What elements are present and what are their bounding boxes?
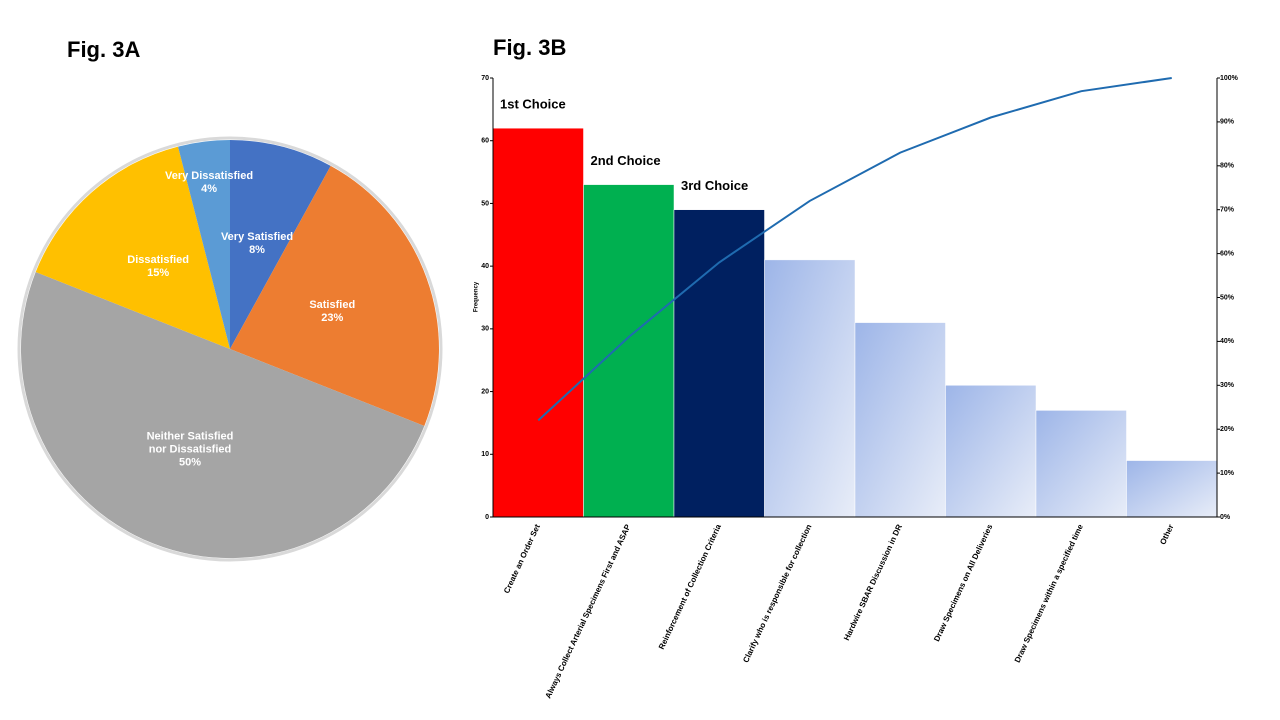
chart-title: Fig. 3A xyxy=(67,37,140,62)
slice-percent: 50% xyxy=(178,456,201,469)
x-tick-label: Reinforcement of Collection Criteria xyxy=(657,522,723,650)
y-tick-label: 60 xyxy=(481,138,489,145)
x-tick-label: Draw Specimens within a specified time xyxy=(1013,522,1085,664)
pie-shadow xyxy=(17,136,443,562)
bar xyxy=(764,259,856,518)
y2-tick-label: 30% xyxy=(1220,382,1235,389)
x-tick-label: Always Collect Arterial Specimens First … xyxy=(544,522,633,700)
cumulative-line xyxy=(537,77,1172,422)
x-tick-label: Create an Order Set xyxy=(502,523,542,595)
pie-slice xyxy=(35,146,231,349)
y-tick-label: 20 xyxy=(481,388,489,395)
y2-tick-label: 10% xyxy=(1220,470,1235,477)
slice-name: Very Satisfied xyxy=(220,230,294,243)
slice-name: Neither Satisfied nor Dissatisfied xyxy=(146,430,234,456)
pie-slice xyxy=(230,140,331,349)
annotation: 1st Choice xyxy=(500,97,566,112)
annotation: 2nd Choice xyxy=(591,153,661,168)
y-tick-label: 40 xyxy=(481,263,489,270)
chart-title: Fig. 3B xyxy=(493,35,566,60)
slice-percent: 8% xyxy=(249,243,265,256)
pie-label: Very Dissatisfied 4% xyxy=(159,170,259,196)
annotation: 3rd Choice xyxy=(681,178,748,193)
x-tick-label: Clarify who is responsible for collectio… xyxy=(741,523,813,664)
slice-name: Very Dissatisfied xyxy=(165,170,254,183)
y2-tick-label: 60% xyxy=(1220,250,1235,257)
x-tick-label: Draw Specimens on All Deliveries xyxy=(932,522,995,642)
y2-tick-label: 90% xyxy=(1220,119,1235,126)
slice-name: Dissatisfied xyxy=(127,254,189,267)
bar xyxy=(1126,460,1218,518)
x-tick-label: Other xyxy=(1158,523,1175,546)
pie-slice xyxy=(178,140,230,349)
bar xyxy=(1035,410,1127,518)
pie-slice xyxy=(20,272,425,559)
y-tick-label: 10 xyxy=(481,451,489,458)
y-tick-label: 30 xyxy=(481,326,489,333)
bar xyxy=(583,184,675,518)
pie-label: Dissatisfied 15% xyxy=(108,254,208,280)
y-axis-label: Frequency xyxy=(474,281,480,312)
bar xyxy=(945,385,1037,518)
y2-tick-label: 20% xyxy=(1220,426,1235,433)
y2-tick-label: 50% xyxy=(1220,294,1235,301)
pie-label: Satisfied 23% xyxy=(282,299,382,325)
y-tick-label: 70 xyxy=(481,75,489,82)
slice-percent: 23% xyxy=(321,312,344,325)
y2-tick-label: 80% xyxy=(1220,163,1235,170)
pie-slice xyxy=(230,165,439,426)
y2-tick-label: 40% xyxy=(1220,338,1235,345)
pie-label: Neither Satisfied nor Dissatisfied 50% xyxy=(140,431,240,470)
y2-tick-label: 0% xyxy=(1220,514,1231,521)
pie-label: Very Satisfied 8% xyxy=(207,231,307,257)
slice-percent: 15% xyxy=(147,267,170,280)
y-tick-label: 0 xyxy=(485,514,489,521)
x-tick-label: Hardwire SBAR Discussion in DR xyxy=(842,523,904,642)
slice-name: Satisfied xyxy=(309,299,356,312)
bar xyxy=(492,127,584,518)
y2-tick-label: 100% xyxy=(1220,75,1239,82)
slice-percent: 4% xyxy=(201,183,217,196)
bar xyxy=(854,322,946,518)
bar xyxy=(673,209,765,518)
y-tick-label: 50 xyxy=(481,200,489,207)
y2-tick-label: 70% xyxy=(1220,207,1235,214)
